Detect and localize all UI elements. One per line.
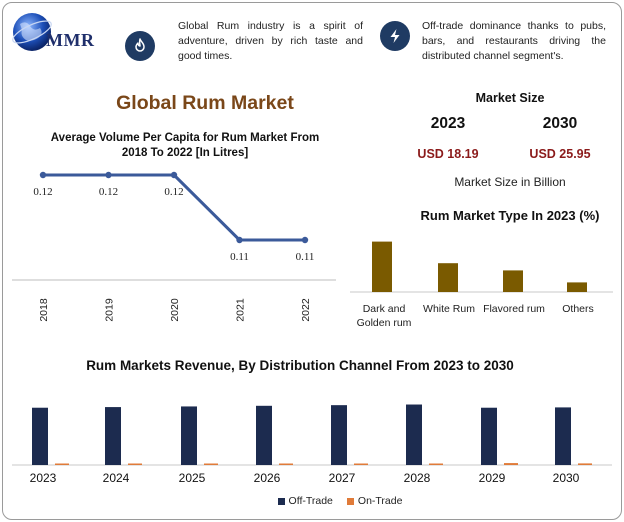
type-bar-3: [567, 282, 587, 292]
type-bar-1: [438, 263, 458, 292]
revenue-bar-ontrade-2026: [279, 463, 293, 465]
legend-label-ontrade: On-Trade: [357, 495, 403, 507]
revenue-bar-ontrade-2025: [204, 463, 218, 465]
globe-icon: [12, 13, 52, 51]
legend-swatch-offtrade: [277, 497, 285, 505]
revenue-bar-ontrade-2024: [128, 463, 142, 465]
revenue-bar-offtrade-2023: [32, 407, 48, 465]
info-text-industry: Global Rum industry is a spirit of adven…: [178, 20, 363, 62]
revenue-x-tick-2024: 2024: [103, 471, 130, 485]
line-point-2018: [39, 171, 47, 179]
revenue-legend: Off-Trade On-Trade: [240, 494, 440, 508]
legend-item-offtrade: Off-Trade: [277, 495, 333, 507]
revenue-x-tick-2030: 2030: [553, 471, 580, 485]
revenue-x-tick-2023: 2023: [30, 471, 57, 485]
revenue-bar-offtrade-2026: [256, 405, 272, 465]
revenue-bar-offtrade-2027: [331, 405, 347, 465]
line-x-tick-2020: 2020: [169, 298, 181, 322]
line-data-label-2020: 0.12: [164, 186, 183, 198]
revenue-x-tick-2025: 2025: [179, 471, 206, 485]
revenue-bar-ontrade-2023: [55, 463, 69, 465]
revenue-bar-offtrade-2024: [105, 407, 121, 465]
legend-item-ontrade: On-Trade: [346, 495, 403, 507]
revenue-bar-chart: 2023 2024 2025 2026 2027 2028 2029 2030: [12, 404, 612, 485]
type-bar-2: [503, 270, 523, 292]
market-size-heading: Market Size: [475, 91, 545, 105]
legend-label-offtrade: Off-Trade: [288, 495, 333, 507]
revenue-bar-offtrade-2030: [555, 407, 571, 465]
line-data-label-2021: 0.11: [230, 251, 249, 263]
main-title: Global Rum Market: [116, 92, 294, 114]
revenue-bar-offtrade-2025: [181, 406, 197, 465]
market-size-unit: Market Size in Billion: [454, 175, 566, 189]
revenue-x-tick-2026: 2026: [254, 471, 281, 485]
type-label-dark-golden: Dark and Golden rum: [356, 303, 412, 329]
market-size-value-2023: USD 18.19: [417, 147, 479, 161]
type-bar-0: [372, 241, 392, 292]
type-label-flavored: Flavored rum: [483, 303, 545, 315]
revenue-bar-ontrade-2030: [578, 463, 592, 465]
market-size-value-2030: USD 25.95: [529, 147, 591, 161]
line-x-tick-2022: 2022: [300, 298, 312, 322]
revenue-x-tick-2029: 2029: [479, 471, 506, 485]
revenue-x-tick-2027: 2027: [329, 471, 356, 485]
line-point-2022: [301, 236, 309, 244]
revenue-bar-ontrade-2028: [429, 463, 443, 465]
line-chart-title: Average Volume Per Capita for Rum Market…: [50, 132, 320, 159]
volume-line-chart: 0.12 2018 0.12 2019 0.12 2020 0.11 2021 0.11 2022: [12, 171, 336, 322]
revenue-bar-ontrade-2029: [504, 463, 518, 465]
type-label-others: Others: [562, 303, 594, 315]
line-point-2020: [170, 171, 178, 179]
revenue-bar-offtrade-2029: [481, 407, 497, 465]
market-size-year-2023: 2023: [430, 115, 466, 132]
line-point-2021: [236, 236, 243, 244]
type-chart-title: Rum Market Type In 2023 (%): [420, 208, 600, 223]
revenue-x-tick-2028: 2028: [404, 471, 431, 485]
revenue-chart-title: Rum Markets Revenue, By Distribution Cha…: [86, 358, 514, 373]
line-x-tick-2019: 2019: [104, 298, 116, 322]
market-type-bar-chart: [350, 241, 613, 293]
line-point-2019: [105, 171, 112, 179]
type-label-white: White Rum: [423, 303, 475, 315]
line-data-label-2019: 0.12: [99, 186, 118, 198]
line-series-volume: [43, 173, 305, 242]
mmr-logo: MMR: [10, 10, 120, 58]
flame-icon: [125, 31, 155, 61]
revenue-bar-ontrade-2027: [354, 463, 368, 465]
line-data-label-2022: 0.11: [296, 251, 315, 263]
line-x-tick-2018: 2018: [38, 298, 50, 322]
logo-text: MMR: [46, 30, 95, 50]
line-x-tick-2021: 2021: [235, 298, 247, 322]
market-size-year-2030: 2030: [542, 115, 578, 132]
lightning-icon: [380, 21, 410, 51]
legend-swatch-ontrade: [346, 497, 354, 505]
info-text-offtrade: Off-trade dominance thanks to pubs, bars…: [422, 20, 606, 62]
revenue-bar-offtrade-2028: [406, 404, 422, 465]
line-data-label-2018: 0.12: [33, 186, 52, 198]
